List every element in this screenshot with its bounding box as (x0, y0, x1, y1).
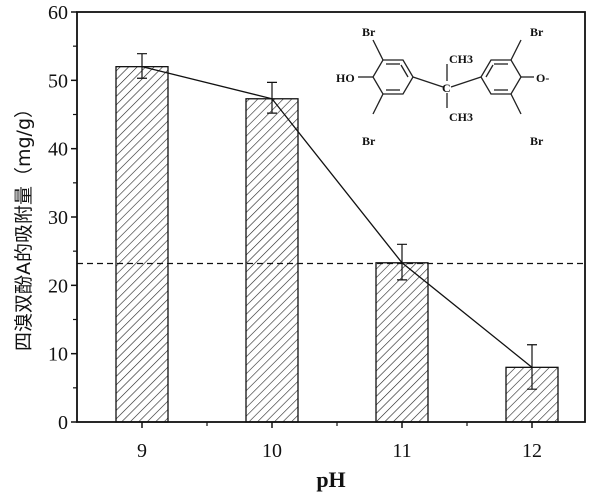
bar-11 (375, 262, 429, 423)
bar-10 (245, 98, 299, 423)
y-tick-label: 10 (48, 344, 68, 366)
svg-text:Br: Br (530, 25, 544, 39)
svg-text:HO: HO (336, 71, 355, 85)
bar-9 (115, 66, 169, 423)
y-tick-label: 30 (48, 207, 68, 229)
y-tick-label: 50 (48, 70, 68, 92)
svg-text:CH3: CH3 (449, 52, 473, 66)
error-bar-11 (397, 243, 407, 281)
chemical-structure-inset (358, 39, 534, 115)
y-tick-label: 60 (48, 2, 68, 24)
svg-text:Br: Br (362, 25, 376, 39)
y-tick-label: 0 (58, 412, 68, 434)
x-axis-label: pH (316, 467, 345, 492)
x-tick-label: 12 (522, 440, 542, 462)
svg-text:C: C (442, 81, 451, 95)
y-tick-label: 40 (48, 139, 68, 161)
chemical-structure-labels: Br Br HO Br Br CH3 CH3 C O- (336, 25, 549, 148)
x-tick-label: 9 (137, 440, 147, 462)
error-bar-10 (267, 81, 277, 114)
svg-text:CH3: CH3 (449, 110, 473, 124)
x-tick-label: 11 (392, 440, 411, 462)
x-tick-label: 10 (262, 440, 282, 462)
connecting-line (141, 66, 533, 368)
svg-text:O-: O- (536, 71, 549, 85)
y-axis-label: 四溴双酚A的吸附量（mg/g） (13, 99, 35, 351)
error-bar-9 (137, 53, 147, 79)
svg-text:Br: Br (530, 134, 544, 148)
y-tick-label: 20 (48, 275, 68, 297)
svg-text:Br: Br (362, 134, 376, 148)
error-bar-12 (527, 344, 537, 390)
